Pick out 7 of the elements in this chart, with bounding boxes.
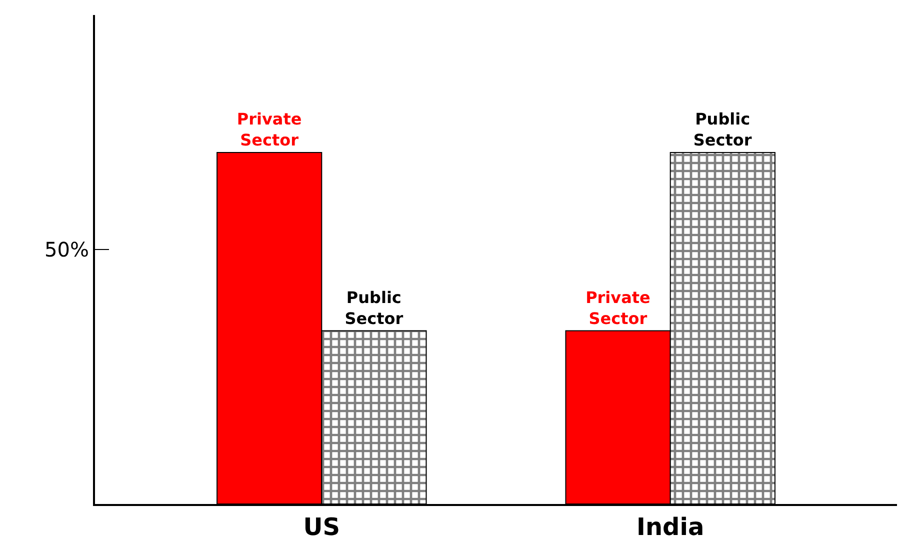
- x-tick-label: US: [303, 512, 340, 541]
- x-tick-label: India: [636, 512, 704, 541]
- series-label: Public Sector: [344, 288, 404, 328]
- text: Public Sector: [693, 110, 752, 150]
- series-label: Private Sector: [236, 110, 302, 150]
- text: Private Sector: [586, 288, 650, 328]
- y-tick-label: 50%: [44, 237, 89, 262]
